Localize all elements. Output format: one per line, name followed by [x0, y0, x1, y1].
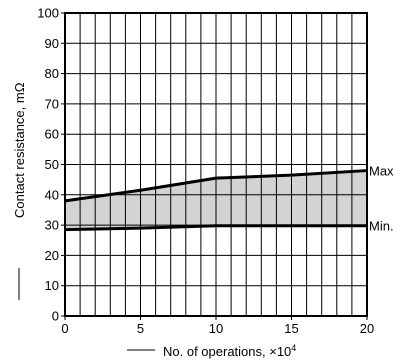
x-tick-label: 0 [61, 321, 68, 336]
y-tick-label: 0 [52, 309, 59, 324]
y-tick-label: 90 [45, 36, 59, 51]
x-tick-label: 10 [209, 321, 223, 336]
y-tick-label: 80 [45, 66, 59, 81]
x-axis-title-text: No. of operations, ×10 [163, 344, 291, 359]
y-tick-label: 30 [45, 218, 59, 233]
x-axis-title-exponent: 4 [291, 343, 296, 353]
axis-layer: 0 5 10 15 20 0 10 20 30 40 50 60 70 80 90 100 [37, 6, 374, 337]
x-tick-label: 20 [360, 321, 374, 336]
y-tick-label: 20 [45, 248, 59, 263]
series-line-min [64, 224, 367, 232]
series-label-max: Max [369, 164, 394, 179]
y-tick-label: 70 [45, 96, 59, 111]
series-label-min: Min. [369, 219, 394, 234]
y-tick-label: 60 [45, 127, 59, 142]
y-tick-label: 100 [37, 6, 59, 21]
series-layer: Max Min. [64, 164, 394, 234]
grid-layer [64, 12, 368, 317]
y-axis-title: Contact resistance, mΩ [12, 82, 27, 218]
y-tick-label: 50 [45, 157, 59, 172]
x-tick-label: 15 [284, 321, 298, 336]
x-tick-label: 5 [137, 321, 144, 336]
x-axis-title: No. of operations, ×104 [163, 343, 296, 359]
series-line-max [64, 169, 368, 203]
y-tick-label: 40 [45, 187, 59, 202]
y-tick-label: 10 [45, 278, 59, 293]
